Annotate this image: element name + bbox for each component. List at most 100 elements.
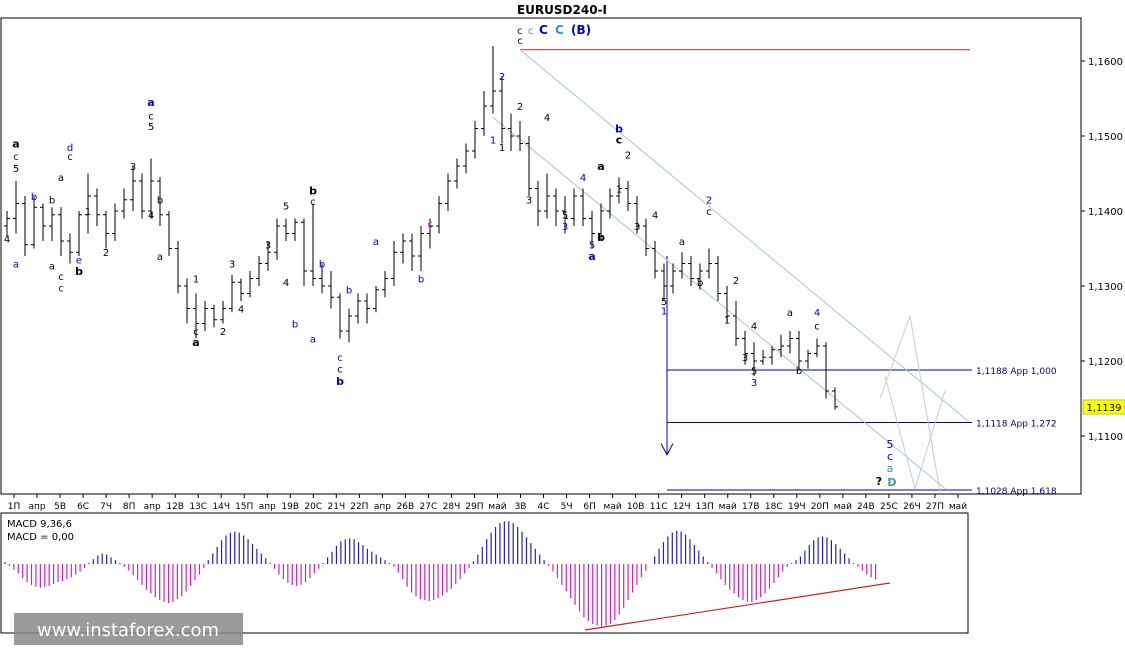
x-tick-label: май [488, 502, 506, 512]
x-tick-label: 5Ч [561, 502, 573, 512]
x-tick-label: 20С [304, 502, 322, 512]
wave-label: a [310, 334, 316, 345]
wave-label: b [796, 366, 802, 377]
wave-label: 1 [616, 184, 622, 195]
wave-label: 3 [130, 162, 136, 173]
x-tick-label: май [604, 502, 622, 512]
x-tick-label: май [834, 502, 852, 512]
wave-label: 4 [283, 278, 289, 289]
wave-label: 5 [283, 202, 289, 213]
wave-label: 2 [220, 327, 226, 338]
top-wave-label: C [555, 23, 564, 37]
x-tick-label: 15П [235, 502, 253, 512]
wave-label: d [67, 143, 73, 154]
wave-label: c [337, 353, 343, 364]
x-tick-label: 7Ч [100, 502, 112, 512]
x-tick-label: 13С [189, 502, 207, 512]
wave-label: 3 [634, 222, 640, 233]
x-tick-label: май [719, 502, 737, 512]
wave-label: 4 [751, 322, 757, 333]
wave-label: 1 [661, 307, 667, 318]
x-tick-label: 19В [281, 502, 299, 512]
top-wave-label: c [528, 26, 534, 37]
wave-label: a [157, 252, 163, 263]
x-tick-label: 20П [811, 502, 829, 512]
wave-label: 4 [580, 173, 586, 184]
wave-label: a [373, 237, 379, 248]
wave-label: a [13, 259, 19, 270]
wave-label: e [76, 256, 82, 267]
watermark: www.instaforex.com [14, 613, 243, 645]
wave-label: b [597, 231, 605, 244]
wave-label: c [58, 283, 64, 294]
trend-channel [492, 49, 969, 493]
wave-label: c [193, 327, 199, 338]
x-tick-label: 5В [54, 502, 66, 512]
wave-label: 5 [661, 297, 667, 308]
x-tick-label: 29П [465, 502, 483, 512]
x-tick-label: 27П [926, 502, 944, 512]
wave-label: b [292, 319, 298, 330]
fib-level-label: 1,1188 App 1,000 [976, 367, 1057, 377]
x-tick-label: 25С [880, 502, 898, 512]
projection-arrow [660, 443, 674, 456]
top-wave-sublabel: c [517, 36, 523, 47]
wave-label: 5 [589, 241, 595, 252]
x-tick-label: 14Ч [212, 502, 230, 512]
x-tick-label: апр [28, 502, 45, 512]
wave-label: c [616, 134, 623, 147]
x-tick-label: 17В [742, 502, 760, 512]
x-tick-label: 11С [650, 502, 668, 512]
x-tick-label: 21Ч [328, 502, 346, 512]
x-tick-label: 6С [77, 502, 89, 512]
wave-label: a [58, 173, 64, 184]
x-tick-label: 8П [123, 502, 136, 512]
wave-label: 1 [724, 316, 730, 327]
projection-zigzag [884, 375, 946, 491]
y-tick-label: 1,1600 [1088, 57, 1123, 68]
wave-label: a [597, 160, 604, 173]
wave-label: 1 [499, 143, 505, 154]
fib-level-label: 1,1028 App 1,618 [976, 487, 1057, 497]
y-axis: 1,1600 1,1500 1,1400 1,1300 1,1200 1,1100 [1081, 57, 1123, 443]
wave-label: 5 [751, 367, 757, 378]
projection-label: 5 [887, 438, 894, 451]
projection-label: D [887, 476, 896, 489]
wave-label: 3 [229, 259, 235, 270]
x-tick-label: 12В [166, 502, 184, 512]
wave-label: b [346, 286, 352, 297]
y-tick-label: 1,1200 [1088, 357, 1123, 368]
current-price-badge: 1,1139 [1082, 399, 1125, 415]
wave-label: 5 [562, 211, 568, 222]
wave-label: 4 [148, 211, 154, 222]
x-tick-label: 4С [538, 502, 550, 512]
macd-histogram [4, 521, 891, 631]
wave-label: a [147, 96, 154, 109]
wave-label: 4 [544, 113, 550, 124]
x-tick-label: май [949, 502, 967, 512]
wave-label: 4 [238, 304, 244, 315]
wave-label: b [157, 196, 163, 207]
wave-label: 1 [490, 136, 496, 147]
macd-params: MACD 9,36,6 [7, 519, 72, 530]
price-panel-frame [0, 17, 1082, 495]
x-axis: 1П апр 5В 6С 7Ч 8П апр 12В 13С 14Ч 15П апр 19В 20С 21Ч… [8, 494, 967, 512]
wave-label: c [706, 207, 712, 218]
wave-label: c [427, 220, 433, 231]
top-wave-label: C [539, 23, 548, 37]
y-tick-label: 1,1400 [1088, 207, 1123, 218]
wave-label: b [697, 278, 703, 289]
x-tick-label: 19Ч [788, 502, 806, 512]
x-tick-label: 28Ч [443, 502, 461, 512]
wave-label: 2 [103, 248, 109, 259]
macd-value: MACD = 0,00 [7, 532, 74, 543]
wave-label: b [615, 122, 623, 135]
wave-label: 3 [265, 241, 271, 252]
watermark-text: www.instaforex.com [37, 620, 219, 641]
wave-label: 4 [814, 308, 820, 319]
x-tick-label: 26В [397, 502, 415, 512]
wave-label: c [337, 364, 343, 375]
price-levels: 1,1188 App 1,000 1,1118 App 1,272 1,1028 A… [520, 49, 1057, 497]
wave-label: 3 [562, 222, 568, 233]
channel-upper [519, 49, 969, 422]
